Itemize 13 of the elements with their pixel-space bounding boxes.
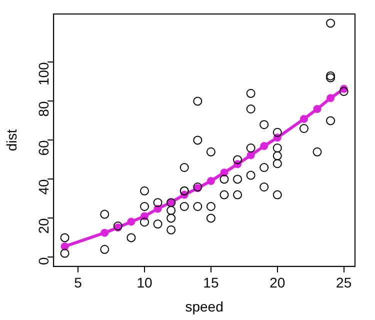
y-tick-label: 60 [35,140,52,156]
x-tick-label: 20 [270,274,286,291]
y-tick-label: 80 [35,100,52,117]
y-tick-label: 0 [35,256,52,265]
x-tick-label: 10 [136,274,152,291]
y-tick-label: 40 [35,178,52,195]
y-axis-title: dist [3,129,20,152]
y-tick-label: 20 [35,218,52,234]
x-tick-label: 25 [336,274,352,291]
x-tick-label: 5 [74,274,82,291]
x-tick-label: 15 [203,274,219,291]
x-axis-title: speed [185,298,224,314]
y-tick-label: 100 [35,62,52,86]
